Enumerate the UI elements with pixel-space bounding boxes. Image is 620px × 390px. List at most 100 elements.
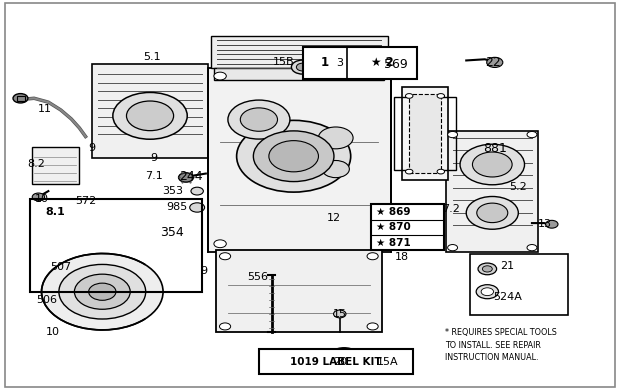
Text: 12: 12 (327, 213, 340, 223)
Text: 7.1: 7.1 (145, 171, 162, 181)
Bar (409, 94, 441, 173)
Circle shape (74, 274, 130, 309)
Text: 524A: 524A (493, 292, 521, 302)
Text: 10: 10 (46, 327, 60, 337)
Text: 985: 985 (166, 202, 187, 213)
Circle shape (527, 131, 537, 138)
Circle shape (487, 57, 503, 67)
Circle shape (379, 353, 396, 363)
Circle shape (476, 285, 498, 299)
Circle shape (448, 131, 458, 138)
Text: ★ 2: ★ 2 (371, 56, 394, 69)
Circle shape (237, 121, 351, 192)
Text: 556: 556 (247, 272, 268, 282)
Text: 572: 572 (75, 196, 96, 206)
Circle shape (214, 72, 226, 80)
Circle shape (241, 108, 278, 131)
Text: 20: 20 (333, 357, 347, 367)
Circle shape (219, 323, 231, 330)
Circle shape (437, 169, 445, 174)
Bar (216, 250, 382, 332)
Text: 5.1: 5.1 (143, 51, 161, 62)
Circle shape (448, 245, 458, 251)
Text: 18: 18 (395, 252, 409, 262)
Circle shape (405, 94, 413, 98)
Text: ★ 870: ★ 870 (376, 222, 410, 232)
Text: 881: 881 (483, 142, 507, 155)
Circle shape (59, 264, 146, 319)
Text: 13: 13 (538, 219, 551, 229)
Circle shape (42, 254, 163, 330)
Text: 9: 9 (200, 266, 207, 276)
Circle shape (32, 193, 45, 201)
Bar (30, 199, 202, 292)
Circle shape (113, 92, 187, 139)
Text: 21: 21 (500, 261, 514, 271)
Text: * REQUIRES SPECIAL TOOLS
TO INSTALL. SEE REPAIR
INSTRUCTION MANUAL.: * REQUIRES SPECIAL TOOLS TO INSTALL. SEE… (445, 328, 557, 362)
Circle shape (405, 169, 413, 174)
Circle shape (546, 220, 558, 228)
Circle shape (472, 152, 512, 177)
Circle shape (318, 127, 353, 149)
Text: ★ 871: ★ 871 (376, 238, 410, 248)
Bar (208, 68, 391, 252)
Circle shape (228, 100, 290, 139)
Text: 353: 353 (162, 186, 183, 196)
Bar (32, 147, 79, 184)
Circle shape (89, 283, 116, 300)
Text: ★ 869: ★ 869 (376, 207, 410, 217)
Circle shape (367, 323, 378, 330)
Circle shape (190, 203, 205, 212)
Circle shape (437, 94, 445, 98)
Text: 244: 244 (179, 170, 203, 183)
Circle shape (254, 131, 334, 182)
Circle shape (367, 253, 378, 260)
Text: 506: 506 (36, 294, 57, 305)
Circle shape (374, 349, 401, 367)
Circle shape (334, 310, 346, 318)
Text: 5.2: 5.2 (509, 182, 526, 192)
Text: 15A: 15A (377, 357, 398, 367)
Circle shape (296, 63, 309, 71)
Bar (371, 204, 444, 250)
Circle shape (372, 72, 384, 80)
Text: 1019 LABEL KIT: 1019 LABEL KIT (290, 356, 382, 367)
Circle shape (219, 253, 231, 260)
Text: 7.2: 7.2 (443, 204, 460, 214)
Circle shape (179, 173, 193, 182)
Text: 507: 507 (50, 262, 71, 272)
Text: replacementparts.com: replacementparts.com (247, 190, 373, 200)
Bar (394, 97, 456, 170)
Circle shape (269, 141, 319, 172)
Bar (211, 36, 388, 68)
Text: 15B: 15B (273, 57, 294, 67)
Circle shape (13, 94, 28, 103)
Circle shape (191, 187, 203, 195)
Text: 569: 569 (384, 58, 407, 71)
Circle shape (291, 60, 314, 74)
Text: 354: 354 (161, 225, 184, 239)
Text: 10: 10 (35, 194, 49, 204)
Circle shape (466, 197, 518, 229)
Text: 15: 15 (333, 309, 347, 319)
Text: 8.2: 8.2 (27, 159, 45, 169)
Circle shape (328, 348, 360, 368)
Text: 22: 22 (485, 56, 501, 69)
Bar (402, 87, 448, 180)
Bar (92, 64, 208, 158)
Bar (17, 96, 25, 101)
Circle shape (334, 352, 354, 364)
Text: 9: 9 (88, 143, 95, 153)
Text: 3: 3 (336, 58, 343, 68)
Circle shape (527, 245, 537, 251)
Circle shape (214, 240, 226, 248)
Circle shape (478, 263, 497, 275)
Bar (470, 254, 568, 315)
Bar (303, 47, 417, 79)
Circle shape (372, 240, 384, 248)
Text: 11: 11 (38, 104, 51, 114)
Circle shape (477, 203, 508, 223)
Circle shape (482, 266, 492, 272)
Text: 1: 1 (321, 56, 329, 69)
Circle shape (322, 161, 349, 178)
